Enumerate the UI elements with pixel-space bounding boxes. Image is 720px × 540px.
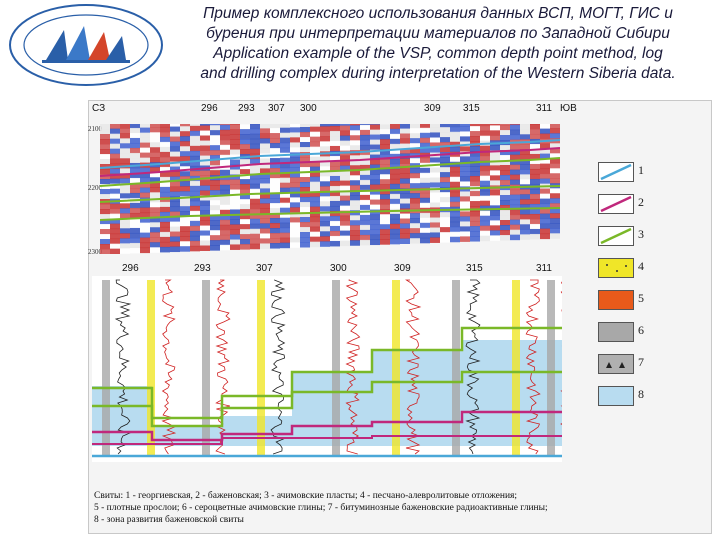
well-label-bottom: 300 — [330, 263, 347, 274]
well-label-bottom: 315 — [466, 263, 483, 274]
well-label-bottom: 307 — [256, 263, 273, 274]
direction-left: СЗ — [92, 103, 106, 114]
legend-swatch — [598, 322, 634, 342]
well-label-top: 309 — [424, 103, 441, 114]
legend-item: 5 — [592, 288, 672, 310]
legend-swatch — [598, 290, 634, 310]
direction-right: ЮВ — [560, 103, 577, 114]
well-label-top: 311 — [536, 103, 552, 114]
caption: Свиты: 1 - георгиевская, 2 - баженовская… — [94, 490, 694, 526]
well-label-top: 296 — [201, 103, 218, 114]
legend-number: 4 — [638, 259, 644, 273]
correlation-magenta-2 — [92, 435, 562, 445]
well-label-bottom: 309 — [394, 263, 411, 274]
legend-item: 4 — [592, 256, 672, 278]
horizon-line-3c — [100, 207, 560, 221]
legend-number: 2 — [638, 195, 644, 209]
well-label-bottom: 296 — [122, 263, 139, 274]
legend-swatch — [598, 162, 634, 182]
legend-swatch — [598, 258, 634, 278]
legend-number: 6 — [638, 323, 644, 337]
horizon-line-3b — [100, 185, 560, 203]
institute-logo — [9, 4, 163, 86]
title-en-line2: and drilling complex during interpretati… — [200, 65, 676, 82]
correlation-green-1 — [92, 326, 562, 428]
caption-line-2: 5 - плотные прослои; 6 - сероцветные ачи… — [94, 503, 548, 513]
legend-item: 7 — [592, 352, 672, 374]
depth-label: 2100 — [88, 125, 102, 133]
well-label-bottom: 311 — [536, 263, 552, 274]
legend-number: 3 — [638, 227, 644, 241]
title-en-line1: Application example of the VSP, common d… — [213, 45, 663, 62]
caption-line-1: Свиты: 1 - георгиевская, 2 - баженовская… — [94, 491, 518, 501]
legend-number: 5 — [638, 291, 644, 305]
depth-label: 2200 — [88, 184, 102, 192]
well-label-bottom: 293 — [194, 263, 211, 274]
legend-swatch — [598, 386, 634, 406]
horizon-line-2 — [100, 147, 560, 177]
well-label-top: 293 — [238, 103, 255, 114]
legend-number: 1 — [638, 163, 644, 177]
seismic-section — [100, 124, 560, 254]
depth-label: 2300 — [88, 248, 102, 256]
caption-line-3: 8 - зона развития баженовской свиты — [94, 515, 244, 525]
title-ru-line2: бурения при интерпретации материалов по … — [206, 25, 670, 42]
legend: 1 2 3 4 5 6 7 8 — [592, 160, 672, 422]
log-tracks — [102, 279, 562, 456]
legend-number: 8 — [638, 387, 644, 401]
well-label-top: 307 — [268, 103, 285, 114]
well-label-top: 315 — [463, 103, 480, 114]
legend-item: 3 — [592, 224, 672, 246]
well-label-top: 300 — [300, 103, 317, 114]
well-log-panel — [92, 276, 562, 462]
legend-item: 1 — [592, 160, 672, 182]
horizon-line-3a — [100, 157, 560, 187]
legend-swatch — [598, 354, 634, 374]
legend-swatch — [598, 194, 634, 214]
legend-number: 7 — [638, 355, 644, 369]
correlation-magenta — [92, 410, 562, 442]
legend-item: 8 — [592, 384, 672, 406]
legend-item: 6 — [592, 320, 672, 342]
legend-item: 2 — [592, 192, 672, 214]
correlation-green-2 — [92, 370, 562, 420]
legend-swatch — [598, 226, 634, 246]
horizon-line-1 — [100, 139, 560, 169]
title-ru-line1: Пример комплексного использования данных… — [203, 5, 673, 22]
